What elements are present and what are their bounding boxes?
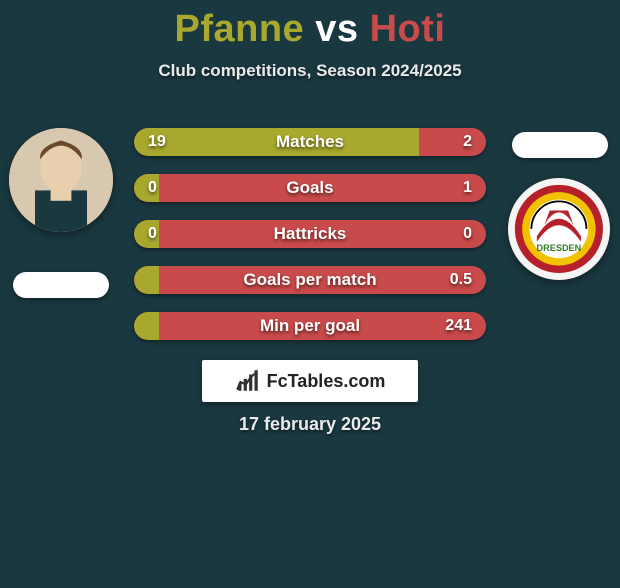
stat-value-right: 2 [463,128,472,156]
player2-club-logo: DRESDEN [508,178,610,280]
stat-label: Goals per match [134,266,486,294]
vs-text: vs [315,8,358,50]
stat-bar: 0Goals1 [134,174,486,202]
stat-bar: Min per goal241 [134,312,486,340]
player2-club-logo-wrap: DRESDEN [508,178,610,280]
stat-value-right: 0 [463,220,472,248]
stat-label: Hattricks [134,220,486,248]
player2-flag [512,132,608,158]
stat-label: Matches [134,128,486,156]
chart-icon [235,368,261,394]
avatar-placeholder-icon [9,128,113,232]
stat-bar: Goals per match0.5 [134,266,486,294]
stat-bar: 19Matches2 [134,128,486,156]
player2-name: Hoti [370,8,446,50]
svg-text:DRESDEN: DRESDEN [537,243,582,253]
stat-value-right: 1 [463,174,472,202]
left-player-column [6,128,116,298]
player1-avatar [9,128,113,232]
subtitle: Club competitions, Season 2024/2025 [0,61,620,81]
dynamo-dresden-logo-icon: DRESDEN [513,183,605,275]
branding-text: FcTables.com [267,371,386,392]
stat-value-right: 241 [445,312,472,340]
player1-name: Pfanne [175,8,305,50]
stat-label: Goals [134,174,486,202]
comparison-title: Pfanne vs Hoti [0,8,620,51]
stat-bar: 0Hattricks0 [134,220,486,248]
stat-value-right: 0.5 [450,266,472,294]
branding-badge: FcTables.com [202,360,418,402]
stat-bars: 19Matches20Goals10Hattricks0Goals per ma… [134,128,486,340]
stat-label: Min per goal [134,312,486,340]
player1-flag [13,272,109,298]
date-text: 17 february 2025 [0,414,620,435]
